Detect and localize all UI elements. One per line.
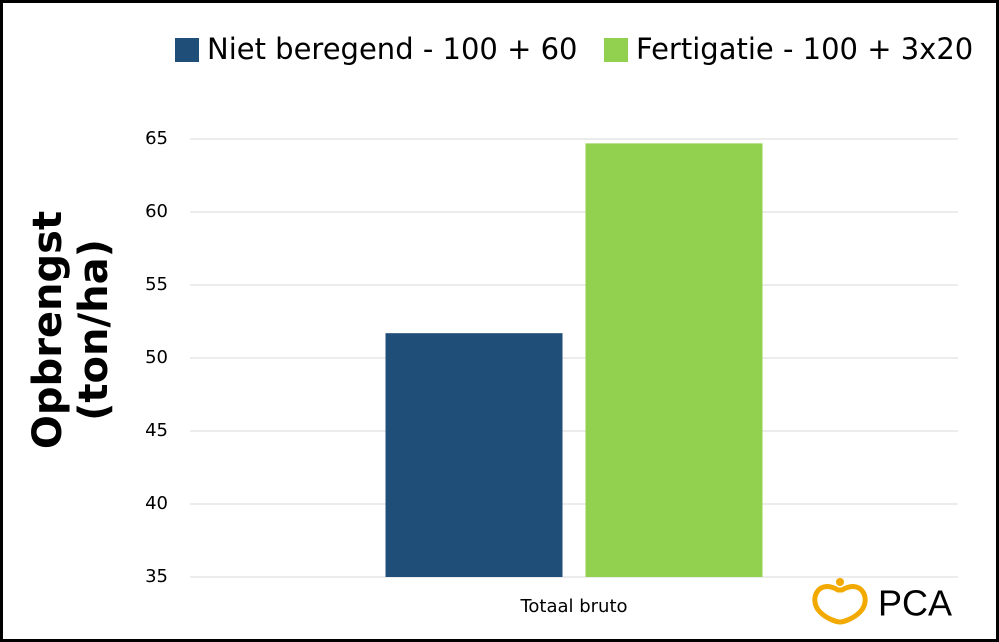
legend-swatch: [175, 38, 199, 62]
y-axis-label: (ton/ha): [71, 239, 117, 421]
y-tick-label: 40: [145, 493, 168, 514]
bar: [585, 143, 763, 577]
y-tick-label: 60: [145, 201, 168, 222]
y-tick-label: 65: [145, 128, 168, 149]
y-tick-label: 55: [145, 274, 168, 295]
legend-swatch: [604, 38, 628, 62]
y-axis-label: Opbrengst: [25, 211, 71, 449]
legend-label: Niet beregend - 100 + 60: [207, 32, 578, 66]
bar: [385, 333, 563, 577]
y-tick-label: 50: [145, 347, 168, 368]
x-tick-label: Totaal bruto: [519, 596, 627, 617]
legend-label: Fertigatie - 100 + 3x20: [636, 32, 973, 66]
y-tick-label: 35: [145, 566, 168, 587]
logo-icon: [812, 578, 868, 625]
y-tick-label: 45: [145, 420, 168, 441]
logo-text: PCA: [878, 583, 952, 624]
